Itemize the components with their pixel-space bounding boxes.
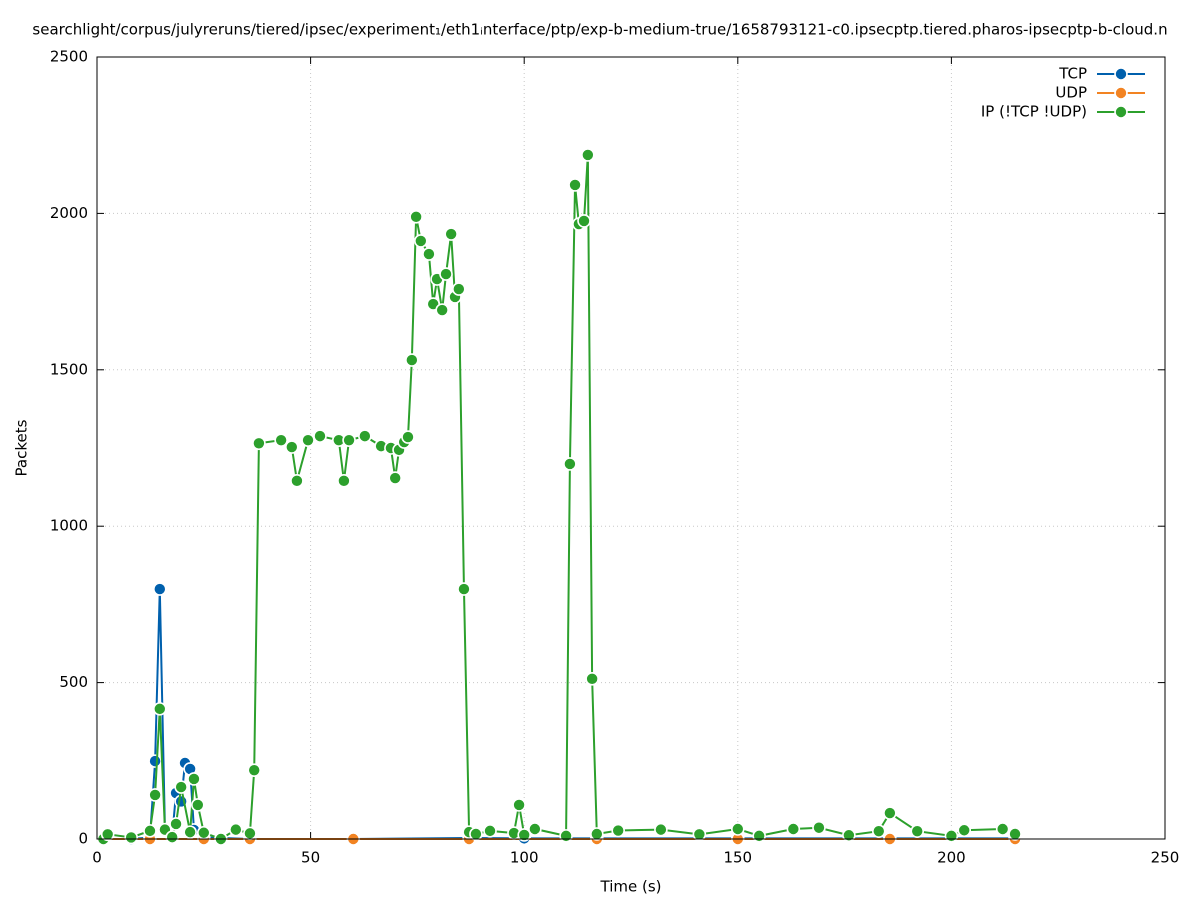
legend-label: IP (!TCP !UDP) [981,103,1087,121]
data-point [414,234,428,248]
chart-title: searchlight/corpus/julyreruns/tiered/ips… [32,21,1167,39]
x-axis-label: Time (s) [600,878,662,896]
data-point [517,828,532,842]
data-point [483,824,497,838]
y-tick-label: 1500 [50,360,88,378]
legend-label: TCP [1058,65,1087,83]
data-point [439,267,453,281]
data-point [730,822,745,836]
data-point [786,822,801,836]
data-point [124,830,138,845]
data-point [143,824,157,838]
data-point [252,436,266,451]
data-point [313,429,327,443]
data-point [444,227,458,241]
grid: 0 500 1000 1500 2000 2500 0 50 100 150 200 250 [50,48,1180,867]
data-point [148,788,162,802]
data-point [435,303,449,317]
data-point [910,824,925,838]
y-tick-label: 0 [78,830,88,848]
data-point [590,827,604,841]
data-point [692,827,707,842]
data-point [957,823,972,838]
data-point [752,829,766,843]
legend-marker [1114,86,1128,100]
data-point [871,824,886,838]
data-point [285,440,299,454]
plot-border [96,56,1166,840]
y-tick-label: 1000 [50,517,88,535]
data-point [944,829,959,843]
data-point [409,210,423,224]
data-point [611,823,625,838]
data-point [301,433,315,447]
data-point [169,817,183,831]
data-point [563,457,577,471]
y-axis-label: Packets [13,419,31,476]
data-point [452,282,466,296]
data-point [1008,827,1022,841]
data-point [247,763,262,777]
data-point [290,474,304,488]
data-point [581,148,595,162]
data-point [842,828,856,843]
data-point [174,780,188,794]
data-point [148,754,162,768]
x-tick-label: 150 [723,849,752,867]
data-point [152,702,167,716]
x-tick-label: 200 [937,849,966,867]
data-point [197,825,211,840]
data-point [274,433,288,447]
data-point [528,822,542,836]
x-tick-label: 0 [92,849,102,867]
data-point [995,822,1010,836]
data-point [457,582,471,596]
data-point [152,582,167,596]
legend-label: UDP [1055,84,1087,102]
data-point [243,826,257,841]
data-point [405,353,419,367]
data-point [585,672,599,686]
x-tick-label: 50 [301,849,320,867]
data-point [812,820,826,835]
data-point [559,829,573,843]
y-tick-label: 2500 [50,48,88,66]
data-point [358,429,372,443]
data-point [229,822,243,837]
data-point [337,474,351,488]
data-point [187,772,201,786]
data-point [342,433,356,447]
data-point [422,247,436,261]
data-point [577,214,591,228]
y-tick-label: 2000 [50,204,88,222]
x-tick-label: 250 [1151,849,1180,867]
legend-marker [1114,105,1128,119]
data-point [469,827,483,841]
data-point [100,827,115,842]
data-point [183,825,197,839]
y-tick-label: 500 [59,673,88,691]
legend-marker [1114,67,1128,81]
data-point [654,822,668,837]
x-tick-label: 100 [510,849,539,867]
data-point [191,798,205,812]
data-point [512,798,526,812]
data-point [401,430,415,444]
data-point [568,178,582,192]
data-point [883,806,897,820]
data-point [388,471,402,485]
data-point [165,830,179,844]
